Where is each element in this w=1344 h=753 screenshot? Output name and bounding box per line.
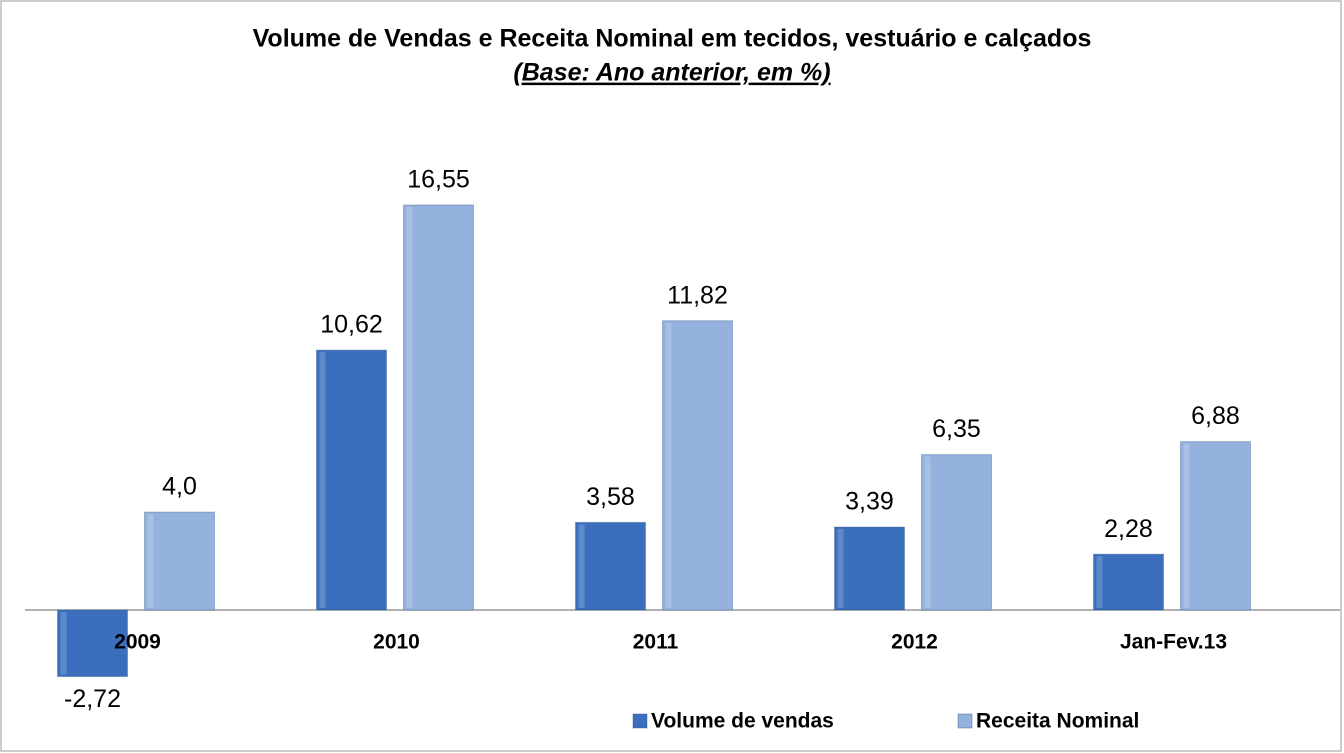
data-label: 6,35 xyxy=(932,415,981,443)
data-label: -2,72 xyxy=(64,685,121,713)
bar-highlight xyxy=(1183,443,1190,608)
bar-highlight xyxy=(1096,556,1103,608)
data-label: 4,0 xyxy=(162,473,197,501)
data-label: 11,82 xyxy=(667,281,728,309)
bar xyxy=(662,320,733,611)
legend-swatch xyxy=(632,713,648,729)
x-tick-label: 2012 xyxy=(891,631,938,654)
legend-label: Volume de vendas xyxy=(651,710,834,733)
chart-subtitle: (Base: Ano anterior, em %) xyxy=(513,59,830,87)
bar xyxy=(316,349,387,611)
bar-highlight xyxy=(837,529,844,608)
bar xyxy=(403,204,474,611)
chart-title: Volume de Vendas e Receita Nominal em te… xyxy=(253,25,1092,53)
bar xyxy=(144,511,215,611)
bar xyxy=(1093,553,1164,611)
bar xyxy=(57,609,128,678)
legend-swatch xyxy=(957,713,973,729)
bar-highlight xyxy=(406,207,413,608)
bar-highlight xyxy=(147,514,154,608)
data-label: 3,39 xyxy=(845,488,894,516)
bar xyxy=(1180,441,1251,611)
data-label: 2,28 xyxy=(1104,515,1153,543)
bar xyxy=(575,521,646,611)
bar-highlight xyxy=(578,524,585,608)
bar xyxy=(834,526,905,611)
x-tick-label: 2010 xyxy=(373,631,420,654)
legend-label: Receita Nominal xyxy=(976,710,1139,733)
data-label: 10,62 xyxy=(320,311,383,339)
bar-highlight xyxy=(319,352,326,608)
x-tick-label: Jan-Fev.13 xyxy=(1120,631,1227,654)
data-label: 6,88 xyxy=(1191,402,1240,430)
bar-highlight xyxy=(665,322,672,608)
data-label: 3,58 xyxy=(586,483,635,511)
x-tick-label: 2009 xyxy=(114,631,161,654)
data-label: 16,55 xyxy=(407,166,470,194)
bar xyxy=(921,454,992,611)
x-tick-label: 2011 xyxy=(633,631,679,654)
bar-highlight xyxy=(60,612,67,675)
bar-highlight xyxy=(924,456,931,608)
